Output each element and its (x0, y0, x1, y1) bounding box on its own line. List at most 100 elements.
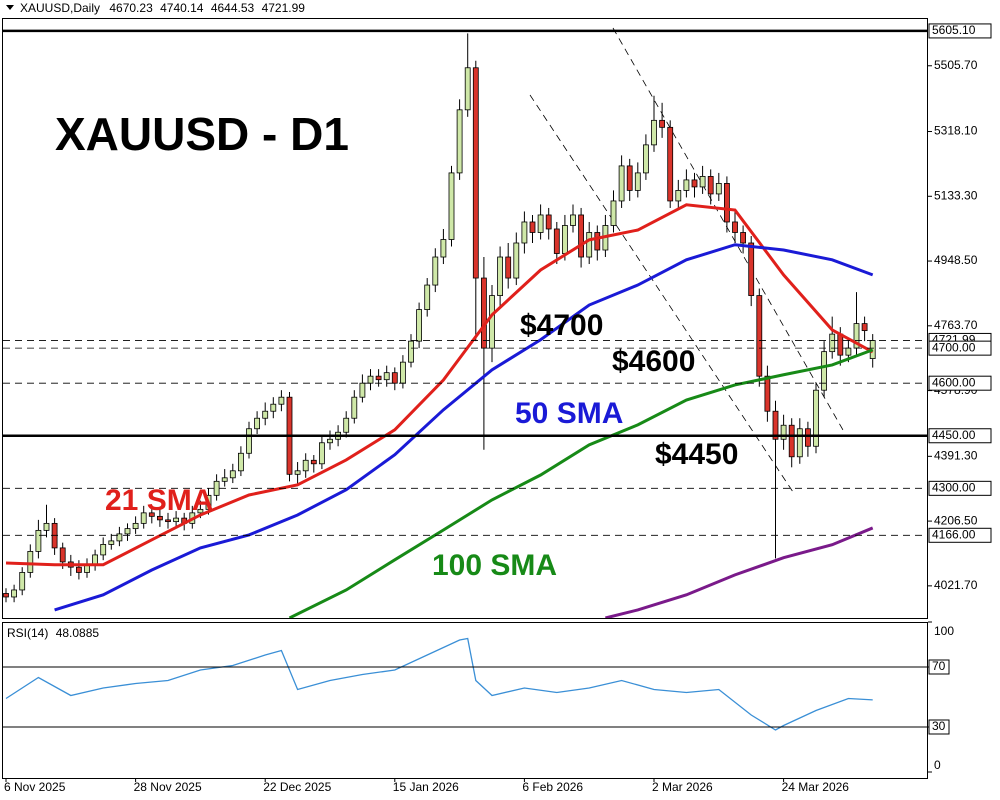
rsi-line (5, 637, 873, 731)
last-high: 4740.14 (160, 1, 204, 15)
candle-body (537, 214, 544, 233)
candle-body (383, 372, 390, 381)
symbol: XAUUSD,Daily (20, 1, 100, 15)
trend-lines (529, 27, 844, 496)
x-tick-label: 28 Nov 2025 (134, 780, 202, 794)
candle-body (318, 442, 325, 465)
candle-body (254, 417, 261, 430)
rsi-plot (5, 637, 873, 731)
sma-line (605, 526, 874, 618)
candle-body (562, 225, 568, 254)
main-plot: 21 SMA 50 SMA 100 SMA 200 SMA (3, 33, 876, 650)
candle-body (391, 372, 398, 384)
candle-body (440, 239, 447, 258)
price-annotation: $4600 (612, 345, 695, 378)
x-tick-label: 15 Jan 2026 (393, 780, 459, 794)
candle-body (76, 566, 82, 573)
candle-body (165, 519, 171, 523)
candle-body (707, 176, 714, 195)
x-tick-label: 6 Feb 2026 (522, 780, 583, 794)
candle-body (124, 528, 131, 535)
level-label-box (928, 23, 992, 39)
level-label-box (928, 527, 992, 543)
candle-body (173, 517, 180, 523)
candle-body (278, 396, 285, 405)
rsi-panel-frame (2, 622, 928, 779)
candle-body (221, 477, 228, 482)
candle-body (667, 126, 674, 202)
candle-body (262, 410, 269, 419)
candle-body (294, 470, 301, 475)
candle-body (408, 340, 414, 363)
candle-body (116, 533, 123, 542)
x-tick-label: 24 Mar 2026 (782, 780, 850, 794)
candle-body (570, 214, 576, 226)
x-tick-label: 6 Nov 2025 (4, 780, 66, 794)
level-label-box (928, 340, 992, 356)
level-label-box (928, 428, 992, 444)
y-tick-label: 4021.70 (934, 578, 978, 592)
candle-body (367, 375, 374, 384)
y-tick-label: 4391.30 (934, 449, 978, 463)
candle-body (108, 540, 115, 545)
candle-body (432, 256, 439, 286)
menu-arrow (6, 5, 14, 10)
price-annotation: $4700 (520, 309, 603, 342)
level-label: 4166.00 (932, 527, 976, 541)
candle-body (845, 347, 852, 356)
candle-body (821, 351, 827, 391)
candle-body (43, 522, 50, 531)
candle-body (464, 67, 471, 111)
candle-body (553, 228, 560, 254)
level-label: 4600.00 (932, 375, 976, 389)
x-tick-label: 2 Mar 2026 (652, 780, 713, 794)
candle-body (35, 529, 42, 552)
candle-body (586, 232, 593, 258)
candle-body (424, 284, 431, 310)
candle-body (399, 361, 406, 384)
rsi-level-box (928, 659, 950, 675)
candle-body (302, 459, 309, 472)
candle-body (861, 323, 868, 332)
candle-body (643, 144, 649, 174)
candle-body (3, 593, 9, 598)
main-panel-frame (2, 18, 928, 619)
candle-body (489, 295, 495, 349)
rsi-name: RSI(14) (7, 626, 48, 640)
candle-body (626, 165, 633, 191)
level-label: 4450.00 (932, 428, 976, 442)
level-label: 4700.00 (932, 340, 976, 354)
candle-body (327, 438, 333, 444)
candle-body (529, 221, 536, 233)
candle-body (19, 572, 26, 591)
trend-line (529, 94, 796, 496)
axes: 5505.705318.105133.304948.504763.704578.… (3, 23, 992, 794)
candle-body (691, 179, 698, 188)
candle-body (480, 277, 487, 349)
y-tick-label: 5318.10 (934, 124, 978, 138)
candle-body (699, 176, 706, 188)
candle-body (59, 547, 66, 563)
y-tick-label: 4948.50 (934, 253, 978, 267)
sma-label: 100 SMA (432, 549, 557, 582)
candle-body (813, 389, 819, 447)
candle-body (359, 382, 366, 398)
candle-body (197, 508, 204, 514)
price-annotation: $4450 (655, 438, 738, 471)
candle-body (11, 589, 18, 598)
candle-body (578, 214, 584, 258)
candle-body (788, 424, 795, 458)
candle-body (634, 172, 641, 191)
candle-body (748, 242, 755, 296)
rsi-tick-label: 0 (934, 758, 941, 772)
candle-body (140, 512, 147, 524)
candle-body (618, 165, 625, 202)
candle-body (521, 221, 528, 244)
level-label-box (928, 375, 992, 391)
candle-body (724, 183, 730, 223)
candle-body (246, 428, 252, 454)
sma-label: 200 SMA (655, 617, 780, 650)
chart-title: XAUUSD - D1 (55, 108, 349, 160)
sma-label: 21 SMA (105, 484, 213, 517)
